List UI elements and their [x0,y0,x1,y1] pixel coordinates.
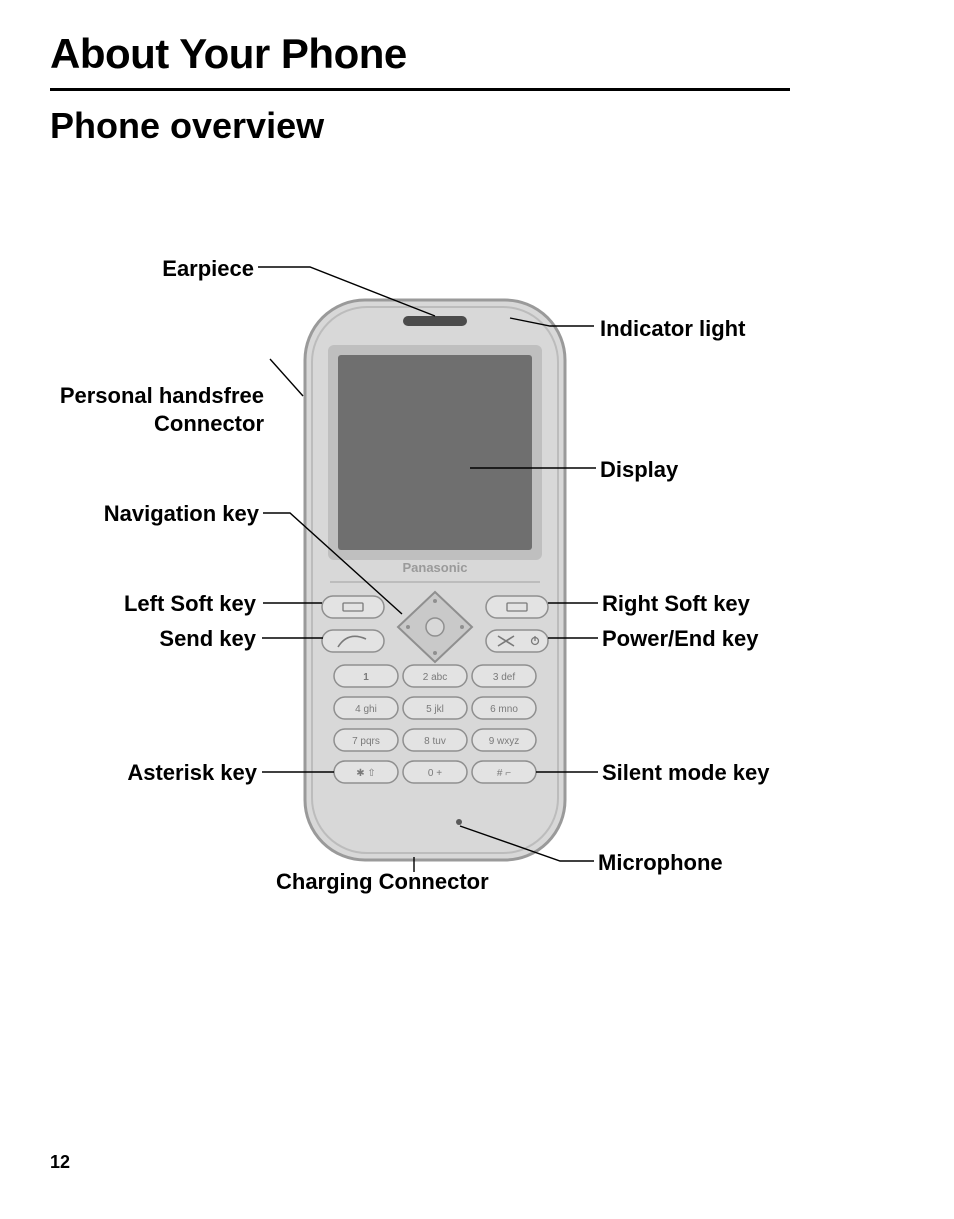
label-display: Display [600,456,678,484]
svg-text:4 ghi: 4 ghi [355,704,377,715]
label-asterisk-key: Asterisk key [127,759,257,787]
key-7: 7 pqrs [334,729,398,751]
key-9: 9 wxyz [472,729,536,751]
key-5: 5 jkl [403,697,467,719]
label-earpiece: Earpiece [162,255,254,283]
label-left-soft-key: Left Soft key [124,590,256,618]
microphone-hole [456,819,462,825]
power-end-key [486,630,548,652]
label-send-key: Send key [159,625,256,653]
key-4: 4 ghi [334,697,398,719]
key-3: 3 def [472,665,536,687]
label-right-soft-key: Right Soft key [602,590,750,618]
label-indicator-light: Indicator light [600,315,745,343]
key-star: ✱ ⇧ [334,761,398,783]
label-power-end-key: Power/End key [602,625,759,653]
earpiece-slot [403,316,467,326]
label-microphone: Microphone [598,849,723,877]
key-1: 1 [334,665,398,687]
svg-text:5 jkl: 5 jkl [426,704,444,715]
label-navigation-key: Navigation key [104,500,259,528]
label-personal-handsfree: Personal handsfree Connector [60,382,264,437]
key-hash: # ⌐ [472,761,536,783]
brand-label: Panasonic [402,560,467,575]
svg-text:7 pqrs: 7 pqrs [352,736,380,747]
page-number: 12 [50,1152,70,1173]
key-6: 6 mno [472,697,536,719]
right-soft-key [486,596,548,618]
svg-text:8 tuv: 8 tuv [424,736,446,747]
svg-text:1: 1 [363,672,369,683]
svg-text:6 mno: 6 mno [490,704,518,715]
svg-text:3 def: 3 def [493,672,515,683]
svg-text:9 wxyz: 9 wxyz [489,736,520,747]
label-silent-mode-key: Silent mode key [602,759,770,787]
label-charging-connector: Charging Connector [276,868,489,896]
key-0: 0 + [403,761,467,783]
key-2: 2 abc [403,665,467,687]
svg-text:# ⌐: # ⌐ [497,768,511,779]
svg-text:✱ ⇧: ✱ ⇧ [356,768,376,779]
left-soft-key [322,596,384,618]
send-key [322,630,384,652]
svg-text:2 abc: 2 abc [423,672,447,683]
svg-text:0 +: 0 + [428,768,442,779]
key-8: 8 tuv [403,729,467,751]
display-screen [338,355,532,550]
